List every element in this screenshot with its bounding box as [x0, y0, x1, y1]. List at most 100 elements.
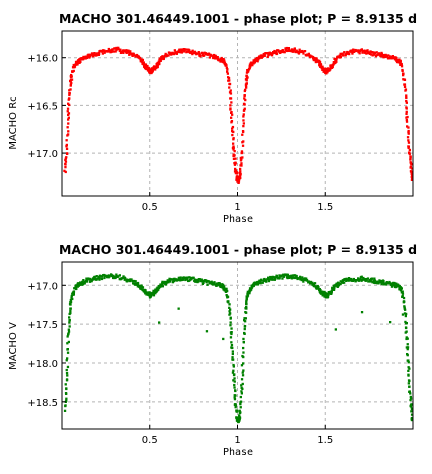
data-point	[308, 54, 311, 57]
data-point	[210, 280, 213, 283]
data-point	[186, 48, 189, 51]
data-point	[325, 72, 328, 75]
data-point	[365, 279, 368, 282]
data-point	[179, 279, 182, 282]
data-point	[331, 286, 334, 289]
data-point	[69, 79, 72, 82]
data-point	[242, 337, 245, 341]
data-point	[352, 277, 355, 281]
data-point	[241, 144, 245, 147]
data-point	[230, 331, 233, 334]
data-point	[260, 279, 263, 282]
data-point	[228, 303, 231, 306]
data-point	[294, 276, 298, 279]
data-point	[408, 379, 411, 383]
data-point	[242, 346, 245, 350]
data-point	[320, 66, 323, 70]
data-point	[256, 282, 260, 285]
data-point	[297, 277, 300, 280]
data-point	[173, 49, 176, 52]
data-point	[388, 55, 391, 58]
data-point	[357, 279, 361, 282]
data-point	[198, 278, 202, 281]
data-point	[141, 58, 144, 62]
data-point	[126, 278, 129, 281]
data-point	[394, 58, 397, 61]
data-point	[369, 50, 372, 53]
data-point	[372, 51, 375, 55]
data-point	[230, 327, 233, 330]
data-point	[95, 52, 98, 55]
data-point	[245, 86, 248, 89]
data-point	[92, 53, 95, 56]
data-point	[64, 404, 67, 407]
data-point	[403, 85, 407, 88]
data-point	[161, 285, 164, 288]
data-point	[317, 287, 320, 290]
data-point	[208, 56, 212, 59]
data-point	[282, 49, 285, 52]
data-point	[378, 281, 381, 284]
data-point	[238, 419, 241, 422]
data-point	[405, 110, 408, 113]
data-point	[132, 52, 135, 56]
data-point	[64, 170, 67, 174]
data-point	[405, 101, 408, 104]
data-point	[318, 59, 321, 62]
data-point	[175, 51, 178, 54]
data-point	[386, 281, 390, 284]
data-point	[136, 281, 140, 285]
data-point	[345, 278, 349, 282]
data-point	[183, 48, 186, 51]
data-point	[219, 59, 222, 62]
data-point	[329, 68, 332, 71]
data-point	[409, 398, 412, 402]
data-point	[271, 275, 275, 279]
data-point	[205, 330, 209, 333]
data-point	[318, 60, 322, 64]
data-point	[395, 56, 398, 60]
data-point	[275, 50, 278, 53]
data-point	[379, 54, 382, 58]
data-point	[405, 330, 408, 333]
data-point	[67, 130, 70, 133]
data-point	[406, 115, 409, 119]
data-point	[360, 311, 364, 314]
data-point	[405, 96, 408, 99]
data-point	[339, 282, 342, 286]
data-point	[372, 279, 375, 282]
data-point	[145, 65, 148, 69]
data-point	[281, 277, 284, 280]
data-point	[335, 284, 338, 287]
data-point	[108, 274, 111, 277]
data-point	[244, 307, 247, 310]
data-point	[76, 61, 79, 64]
data-point	[403, 300, 406, 303]
x-tick-label: 1.5	[317, 202, 333, 213]
data-point	[389, 321, 392, 324]
data-point	[405, 120, 409, 123]
data-point	[235, 178, 238, 181]
data-point	[90, 278, 93, 282]
data-point	[212, 56, 215, 59]
data-point	[95, 54, 98, 57]
data-point	[405, 346, 408, 349]
data-point	[301, 50, 305, 53]
data-point	[293, 47, 296, 51]
data-point	[309, 54, 312, 57]
data-point	[350, 50, 353, 53]
data-point	[232, 373, 236, 377]
data-point	[312, 58, 316, 62]
data-point	[71, 70, 74, 73]
data-point	[411, 174, 414, 177]
data-point	[86, 55, 89, 58]
data-point	[242, 115, 245, 118]
data-point	[358, 52, 361, 55]
x-tick-label: 0.5	[142, 202, 158, 213]
x-tick-label: 1	[234, 202, 240, 213]
data-point	[245, 302, 248, 305]
data-point	[288, 275, 291, 278]
data-point	[151, 291, 155, 295]
data-point	[66, 107, 70, 110]
data-point	[243, 325, 246, 328]
